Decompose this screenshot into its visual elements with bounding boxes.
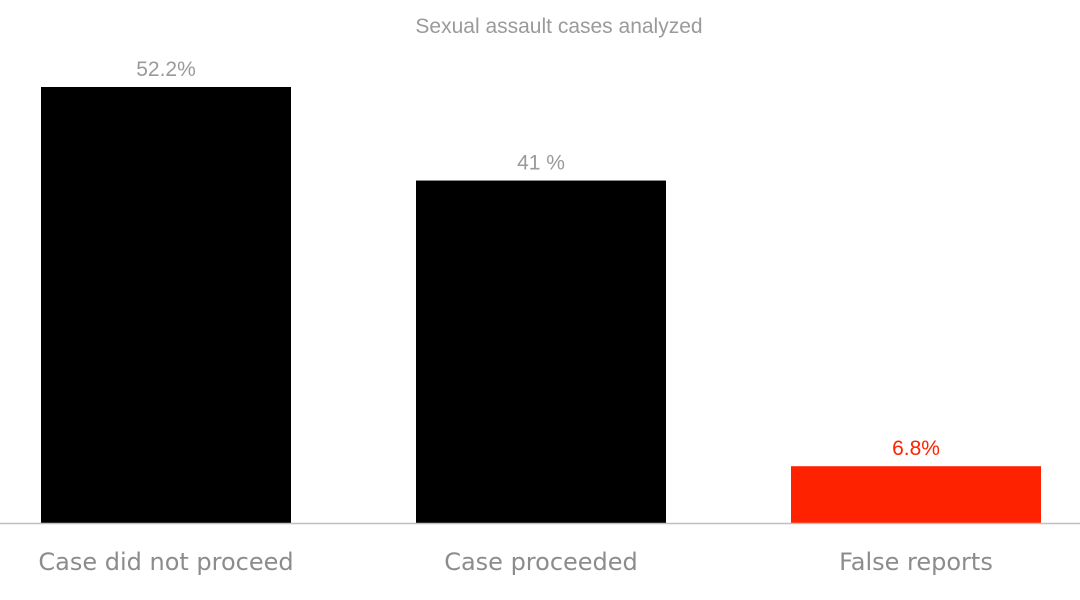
data-label-false-reports: 6.8% — [892, 437, 940, 460]
category-label-false-reports: False reports — [839, 548, 993, 576]
bar-false-reports — [791, 466, 1041, 523]
chart-title: Sexual assault cases analyzed — [415, 15, 702, 38]
bar-case-proceeded — [416, 180, 666, 523]
data-label-case-did-not-proceed: 52.2% — [136, 58, 196, 81]
category-label-case-did-not-proceed: Case did not proceed — [38, 548, 293, 576]
bars-group: 52.2% Case did not proceed 41 % Case procee… — [38, 58, 1041, 576]
category-label-case-proceeded: Case proceeded — [444, 548, 638, 576]
data-label-case-proceeded: 41 % — [517, 152, 565, 175]
bar-case-did-not-proceed — [41, 87, 291, 523]
